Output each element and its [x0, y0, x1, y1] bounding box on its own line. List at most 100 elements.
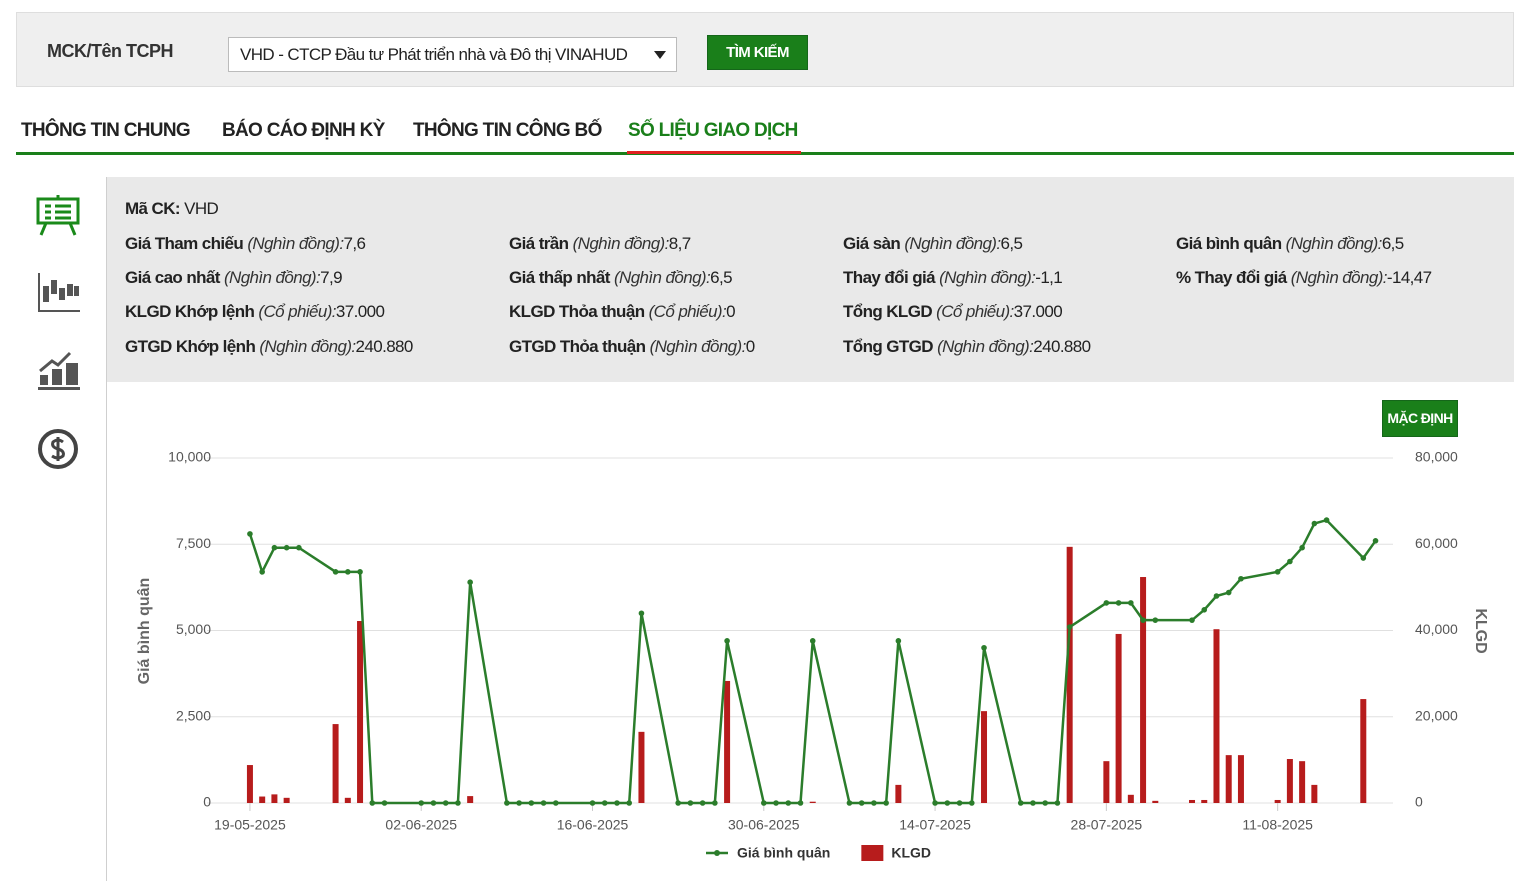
line-point: [712, 800, 718, 806]
tab[interactable]: THÔNG TIN CÔNG BỐ: [413, 120, 602, 141]
stat-label: Giá Tham chiếu: [125, 234, 244, 253]
stat-unit: (Nghìn đồng):: [247, 234, 344, 253]
stat-unit: (Nghìn đồng):: [1285, 234, 1383, 253]
bar: [724, 680, 731, 803]
line-point: [1323, 517, 1330, 523]
stat-unit: (Cổ phiếu):: [648, 302, 727, 321]
stat-item: Giá trần (Nghìn đồng):8,7: [509, 234, 691, 254]
x-tick-label: 28-07-2025: [1071, 817, 1143, 833]
line-point: [516, 800, 522, 806]
line-point: [283, 544, 290, 551]
stat-item: Giá Tham chiếu (Nghìn đồng):7,6: [125, 234, 366, 254]
stat-value: 6,5: [1000, 234, 1023, 253]
line-point: [1201, 607, 1208, 613]
stat-value: 7,9: [320, 268, 342, 287]
bar: [467, 796, 474, 803]
candle-icon[interactable]: [38, 273, 80, 312]
stat-value: 37.000: [335, 302, 385, 321]
stat-unit: (Nghìn đồng):: [572, 234, 670, 253]
stats-panel: Mã CK: VHD Giá Tham chiếu (Nghìn đồng):7,…: [107, 177, 1514, 382]
stat-unit: (Cổ phiếu):: [936, 302, 1014, 321]
stat-unit: (Nghìn đồng):: [937, 337, 1034, 356]
stat-label: Giá trần: [509, 234, 569, 253]
stat-item: Giá sàn (Nghìn đồng):6,5: [843, 234, 1023, 254]
bar: [283, 797, 290, 803]
line-point: [345, 569, 351, 575]
reset-button[interactable]: MẶC ĐỊNH: [1382, 400, 1458, 437]
line-point: [883, 800, 889, 806]
dollar-icon[interactable]: [38, 429, 78, 469]
bar-icon[interactable]: [38, 351, 80, 390]
tab[interactable]: BÁO CÁO ĐỊNH KỲ: [222, 120, 385, 141]
x-tick-label: 30-06-2025: [728, 817, 800, 833]
stat-item: GTGD Thỏa thuận (Nghìn đồng):0: [509, 337, 755, 357]
stat-item: Giá cao nhất (Nghìn đồng):7,9: [125, 268, 343, 288]
y-tick-label: 10,000: [168, 449, 211, 465]
legend-swatch: [861, 845, 884, 861]
legend-label: KLGD: [891, 845, 931, 861]
line-point: [809, 638, 816, 644]
line-point: [1017, 800, 1024, 806]
line-point: [467, 579, 473, 585]
selected-stock: VHD - CTCP Đầu tư Phát triển nhà và Đô t…: [240, 45, 628, 64]
bar: [1237, 755, 1244, 803]
line-point: [369, 800, 376, 806]
bar: [1103, 761, 1110, 803]
stat-label: Thay đổi giá: [843, 268, 936, 287]
y2-tick-label: 80,000: [1415, 449, 1458, 465]
search-label: MCK/Tên TCPH: [47, 41, 174, 61]
stat-label: GTGD Khớp lệnh: [125, 337, 256, 356]
line-point: [1213, 593, 1220, 599]
bar: [981, 711, 988, 803]
line-point: [871, 800, 877, 806]
stat-item: % Thay đổi giá (Nghìn đồng):-14,47: [1176, 268, 1432, 288]
stat-item: KLGD Khớp lệnh (Cổ phiếu):37.000: [125, 302, 385, 322]
bar: [1213, 629, 1220, 803]
line-point: [601, 800, 608, 806]
stat-item: GTGD Khớp lệnh (Nghìn đồng):240.880: [125, 337, 413, 357]
stat-label: Giá sàn: [843, 234, 901, 253]
line-point: [259, 569, 265, 575]
tab[interactable]: THÔNG TIN CHUNG: [21, 120, 191, 141]
x-tick-label: 02-06-2025: [385, 817, 457, 833]
line-point: [944, 800, 951, 806]
line-point: [760, 800, 767, 806]
stock-code: Mã CK: VHD: [125, 199, 219, 219]
y-tick-label: 5,000: [176, 621, 211, 637]
line-point: [687, 800, 694, 806]
bar: [1225, 755, 1232, 803]
stat-unit: (Nghìn đồng):: [259, 337, 356, 356]
stat-unit: (Nghìn đồng):: [1290, 268, 1388, 287]
line-point: [1360, 555, 1367, 561]
stat-value: -14,47: [1386, 268, 1432, 287]
stat-value: 6,5: [1381, 234, 1404, 253]
search-button[interactable]: TÌM KIẾM: [707, 35, 808, 70]
stat-label: KLGD Thỏa thuận: [509, 302, 645, 321]
stat-value: 7,6: [343, 234, 366, 253]
line-point: [357, 569, 363, 575]
code-label: Mã CK:: [125, 199, 181, 218]
stat-unit: (Nghìn đồng):: [649, 337, 747, 356]
line-point: [1054, 800, 1061, 806]
line-point: [553, 800, 559, 806]
bar: [259, 796, 266, 803]
stock-select[interactable]: VHD - CTCP Đầu tư Phát triển nhà và Đô t…: [228, 37, 677, 72]
y-tick-label: 7,500: [176, 535, 211, 551]
line-point: [1152, 617, 1159, 623]
line-point: [1274, 569, 1281, 575]
line-point: [773, 800, 779, 806]
stat-item: Giá bình quân (Nghìn đồng):6,5: [1176, 234, 1404, 254]
line-point: [699, 800, 706, 806]
overview-icon[interactable]: [36, 195, 80, 236]
bar: [638, 731, 645, 803]
line-point: [1372, 538, 1379, 544]
code-value: VHD: [184, 199, 219, 218]
line-point: [614, 800, 620, 806]
y2-tick-label: 60,000: [1415, 535, 1458, 551]
tab[interactable]: SỐ LIỆU GIAO DỊCH: [628, 120, 798, 141]
line-point: [1128, 600, 1134, 606]
bar: [1311, 784, 1318, 803]
